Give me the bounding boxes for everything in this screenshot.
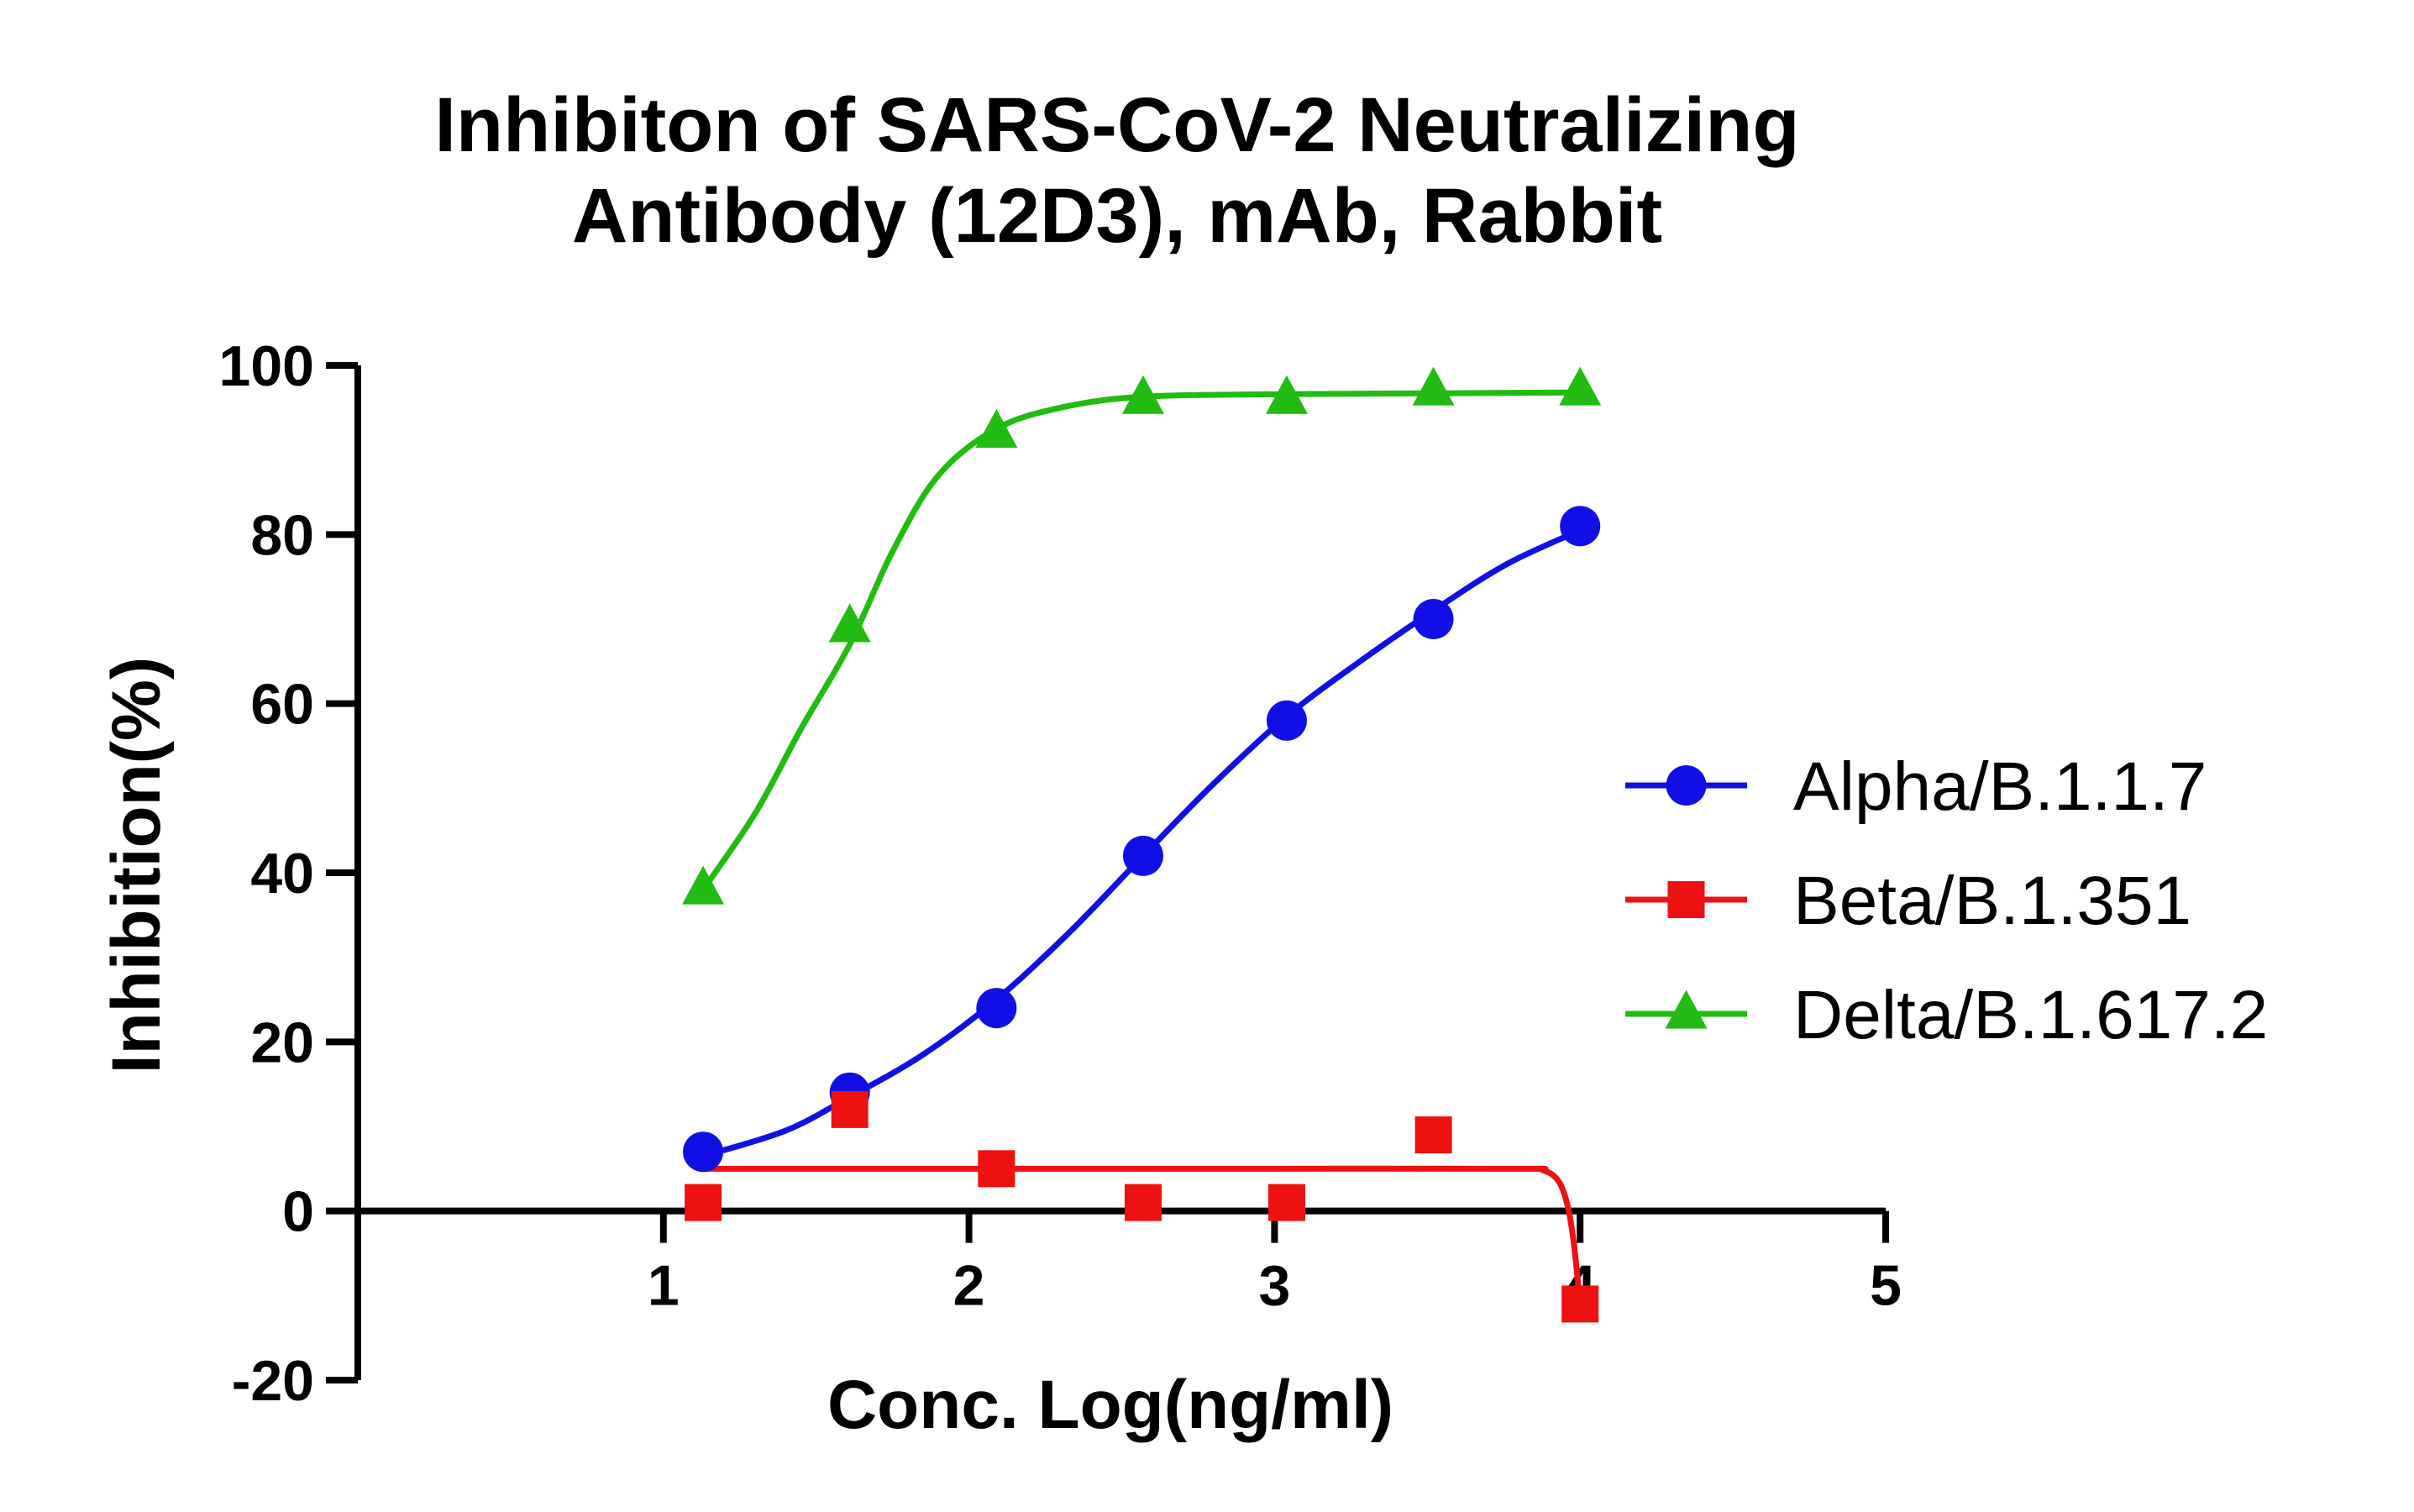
- x-tick-label: 2: [953, 1254, 985, 1318]
- data-point-alpha: [976, 988, 1017, 1029]
- legend-marker-beta: [1667, 881, 1705, 918]
- data-point-beta: [831, 1090, 869, 1128]
- data-point-beta: [978, 1150, 1015, 1188]
- legend-label-delta: Delta/B.1.617.2: [1793, 977, 2268, 1053]
- chart-title-line-2: Antibody (12D3), mAb, Rabbit: [572, 173, 1662, 259]
- data-point-delta: [828, 603, 871, 643]
- data-point-alpha: [1560, 506, 1601, 547]
- axes: -2002040608010012345: [219, 334, 1902, 1413]
- y-tick-label: 60: [250, 673, 314, 737]
- data-point-alpha: [1266, 700, 1307, 741]
- legend-label-alpha: Alpha/B.1.1.7: [1793, 748, 2207, 825]
- legend-marker-delta: [1665, 990, 1708, 1029]
- y-axis-label: Inhibition(%): [98, 657, 175, 1074]
- y-tick-label: 20: [250, 1011, 314, 1074]
- x-axis-label: Conc. Log(ng/ml): [827, 1367, 1393, 1443]
- y-tick-label: -20: [232, 1349, 314, 1413]
- x-tick-label: 5: [1870, 1254, 1902, 1318]
- data-point-beta: [1124, 1184, 1162, 1221]
- x-tick-label: 1: [648, 1254, 680, 1318]
- data-point-beta: [1267, 1184, 1305, 1221]
- data-point-alpha: [1122, 835, 1163, 876]
- data-point-beta: [1414, 1116, 1452, 1154]
- y-tick-label: 80: [250, 503, 314, 567]
- y-tick-label: 0: [282, 1180, 314, 1244]
- data-point-delta: [1121, 375, 1164, 414]
- legend-marker-alpha: [1666, 765, 1707, 806]
- data-point-beta: [1561, 1285, 1599, 1323]
- data-point-delta: [682, 865, 725, 905]
- data-markers: [682, 366, 1602, 1323]
- data-point-delta: [1412, 366, 1455, 406]
- legend-label-beta: Beta/B.1.351: [1793, 863, 2191, 939]
- chart-title-line-1: Inhibiton of SARS-CoV-2 Neutralizing: [434, 82, 1799, 168]
- data-point-beta: [685, 1184, 722, 1221]
- data-point-delta: [1559, 366, 1602, 406]
- y-tick-label: 40: [250, 842, 314, 906]
- data-point-delta: [1265, 375, 1308, 414]
- data-point-delta: [975, 409, 1018, 449]
- legend: Alpha/B.1.1.7 Beta/B.1.351 Delta/B.1.617.2: [1625, 748, 2268, 1053]
- series-line-beta: [703, 1165, 1583, 1305]
- data-point-alpha: [683, 1131, 724, 1173]
- x-tick-label: 3: [1258, 1254, 1290, 1318]
- data-point-alpha: [1413, 599, 1454, 639]
- y-tick-label: 100: [219, 334, 314, 398]
